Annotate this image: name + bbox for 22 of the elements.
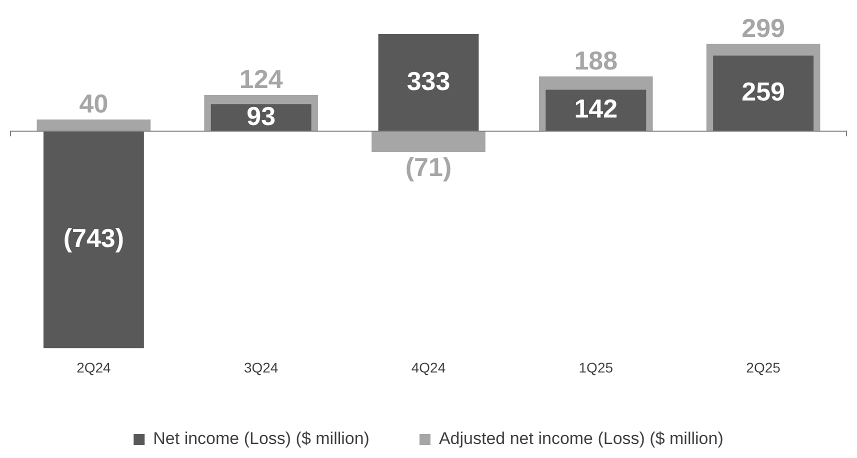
x-tick-label: 4Q24 [411,359,446,376]
bar [43,131,144,348]
legend-label: Adjusted net income (Loss) ($ million) [438,429,724,448]
bar [36,120,151,132]
data-label: 333 [406,66,450,96]
data-label: (743) [63,222,124,253]
legend-label: Net income (Loss) ($ million) [153,429,370,448]
data-label: 40 [79,88,108,119]
x-tick-label: 1Q25 [578,359,614,376]
bar [378,34,479,132]
data-label: 124 [239,64,284,94]
x-tick-label: 2Q24 [76,359,112,376]
data-label: (71) [405,152,452,182]
x-tick-label: 3Q24 [244,359,278,376]
data-label: 299 [742,13,785,44]
data-label: 259 [742,76,785,107]
bar [372,131,486,152]
bar [713,56,814,132]
data-label: 93 [246,100,276,131]
data-label: 142 [574,94,618,124]
data-label: 188 [574,46,618,76]
x-tick-label: 2Q25 [746,359,781,376]
